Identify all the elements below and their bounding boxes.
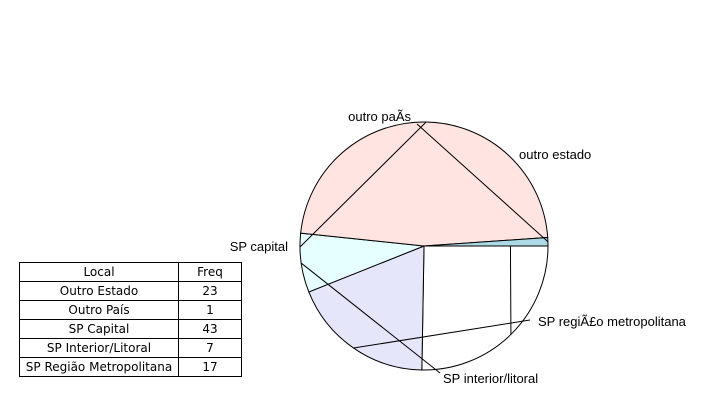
frequency-table: Local Freq Outro Estado 23 Outro País 1 … — [19, 262, 242, 377]
pie-slice — [308, 245, 425, 371]
table-row: SP Capital 43 — [19, 319, 242, 339]
header-freq: Freq — [178, 262, 242, 282]
cell-freq: 1 — [178, 300, 242, 320]
table-header-row: Local Freq — [19, 262, 242, 282]
pie-slice — [421, 245, 549, 371]
header-local: Local — [19, 262, 179, 282]
table-row: SP Região Metropolitana 17 — [19, 357, 242, 377]
cell-local: Outro Estado — [19, 281, 179, 301]
label-leader-line — [300, 262, 441, 374]
slice-label: outro paÃ­s — [348, 109, 411, 124]
label-leader-line — [299, 121, 427, 248]
cell-local: SP Região Metropolitana — [19, 357, 179, 377]
slice-label: outro estado — [519, 147, 591, 162]
slice-label: SP regiÃ£o metropolitana — [538, 314, 687, 329]
cell-local: SP Capital — [19, 319, 179, 339]
slice-label: SP capital — [230, 239, 288, 254]
table-row: Outro País 1 — [19, 300, 242, 320]
cell-freq: 23 — [178, 281, 242, 301]
label-leader-line — [353, 319, 531, 349]
table-row: SP Interior/Litoral 7 — [19, 338, 242, 358]
slice-label: SP interior/litoral — [443, 371, 538, 386]
cell-freq: 7 — [178, 338, 242, 358]
cell-freq: 43 — [178, 319, 242, 339]
cell-local: Outro País — [19, 300, 179, 320]
table-row: Outro Estado 23 — [19, 281, 242, 301]
cell-freq: 17 — [178, 357, 242, 377]
pie-slice — [300, 121, 549, 247]
cell-local: SP Interior/Litoral — [19, 338, 179, 358]
label-leader-line — [416, 123, 549, 243]
